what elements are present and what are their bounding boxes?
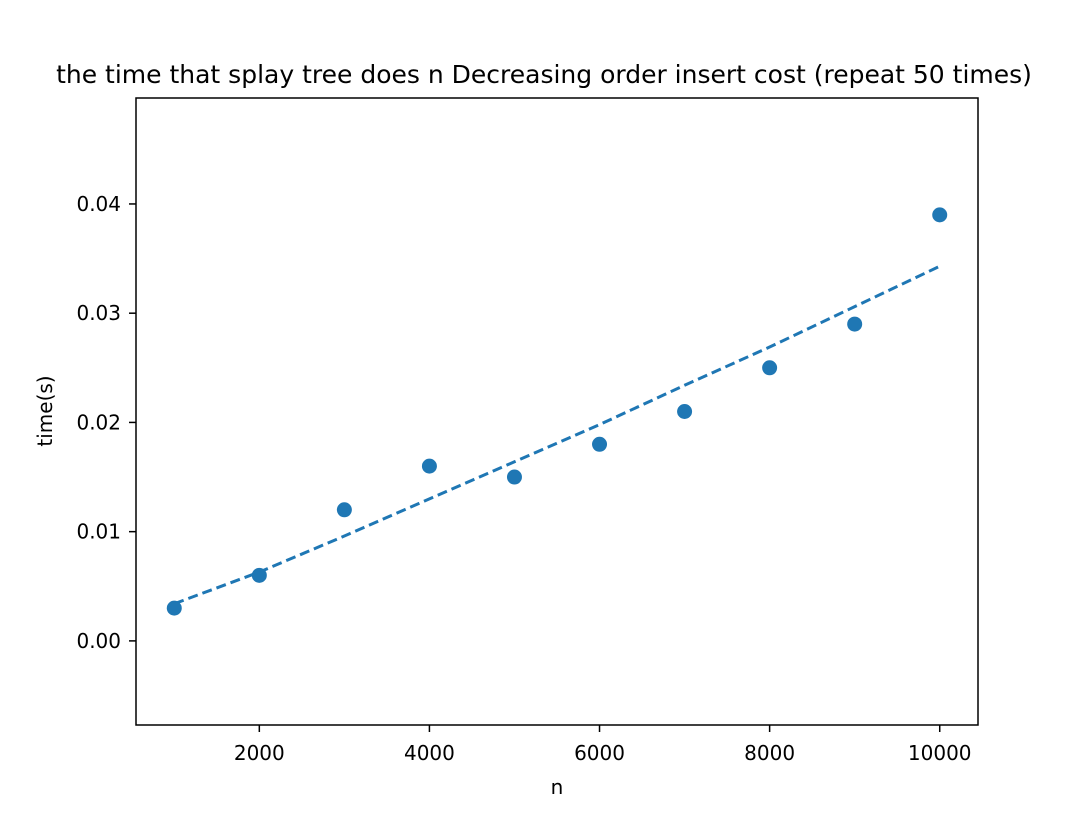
y-tick-label: 0.04 — [76, 192, 121, 216]
y-axis-label: time(s) — [33, 375, 57, 446]
data-point — [677, 404, 693, 419]
data-point — [932, 207, 948, 223]
y-tick-label: 0.00 — [76, 629, 121, 653]
fit-line — [173, 264, 941, 606]
data-point — [506, 469, 522, 485]
data-point — [251, 567, 267, 583]
x-axis-label: n — [551, 775, 564, 799]
data-point — [592, 436, 608, 452]
x-tick-label: 8000 — [744, 741, 795, 765]
x-axis: 2000 4000 6000 8000 10000 — [234, 725, 972, 765]
y-tick-label: 0.03 — [76, 301, 121, 325]
axes-frame — [135, 97, 979, 726]
x-tick-label: 4000 — [404, 741, 455, 765]
chart-title: the time that splay tree does n Decreasi… — [56, 60, 1032, 89]
data-point — [847, 316, 863, 332]
y-axis: 0.00 0.01 0.02 0.03 0.04 — [76, 192, 136, 653]
data-point — [166, 600, 182, 616]
y-tick-label: 0.01 — [76, 520, 121, 544]
x-tick-label: 6000 — [574, 741, 625, 765]
data-point — [421, 458, 437, 474]
x-tick-label: 2000 — [234, 741, 285, 765]
data-point — [336, 502, 352, 518]
y-tick-label: 0.02 — [76, 410, 121, 434]
data-point — [762, 360, 778, 376]
x-tick-label: 10000 — [908, 741, 972, 765]
plot-area — [166, 207, 948, 616]
